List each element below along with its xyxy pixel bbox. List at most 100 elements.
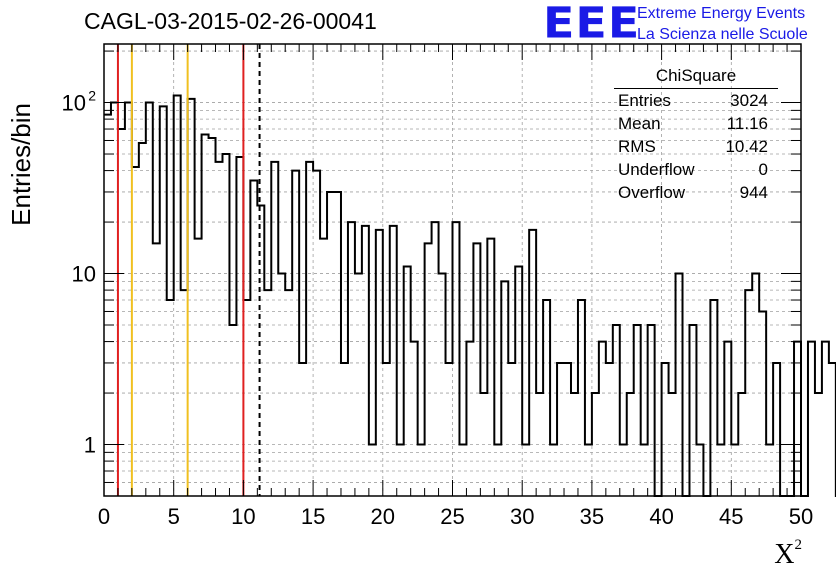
histogram-bin — [634, 325, 641, 496]
stats-label: Underflow — [618, 160, 695, 179]
histogram-bin — [299, 363, 306, 496]
histogram-bin — [487, 239, 494, 496]
histogram-bin — [808, 342, 815, 496]
histogram-bin — [543, 300, 550, 496]
histogram-bin — [118, 129, 125, 496]
histogram-bin — [829, 363, 836, 496]
histogram-bin — [724, 342, 731, 496]
histogram-bin — [689, 325, 696, 496]
x-tick-label: 5 — [168, 504, 180, 529]
axis-ticks — [103, 44, 802, 497]
histogram-bin — [662, 363, 669, 496]
histogram-bin — [160, 106, 167, 496]
histogram-bin — [313, 171, 320, 496]
histogram-bin — [439, 274, 446, 496]
x-tick-label: 50 — [789, 504, 813, 529]
histogram-bin — [606, 363, 613, 496]
y-tick-label: 10 — [62, 91, 86, 116]
histogram-bin — [334, 192, 341, 496]
histogram-bin — [390, 226, 397, 496]
histogram-bin — [278, 274, 285, 496]
x-tick-label: 15 — [301, 504, 325, 529]
histogram-bin — [104, 115, 111, 496]
histogram-bin — [111, 103, 118, 496]
histogram-bin — [578, 300, 585, 496]
histogram-bin — [676, 274, 683, 496]
histogram-bin — [515, 266, 522, 496]
histogram-bin — [355, 274, 362, 496]
stats-label: RMS — [618, 137, 656, 156]
histogram-bin — [508, 363, 515, 496]
x-tick-label: 30 — [510, 504, 534, 529]
histogram-bin — [404, 266, 411, 496]
stats-value: 10.42 — [725, 137, 768, 156]
stats-value: 944 — [739, 183, 768, 202]
histogram-bin — [752, 274, 759, 496]
histogram-bin — [341, 363, 348, 496]
stats-value: 3024 — [730, 91, 768, 110]
x-tick-label: 25 — [440, 504, 464, 529]
eee-logo: EEE — [543, 0, 641, 48]
stats-value: 11.16 — [726, 114, 768, 133]
histogram-bin — [292, 171, 299, 496]
x-tick-label: 45 — [719, 504, 743, 529]
histogram-bin — [466, 342, 473, 496]
histogram-step-line — [104, 94, 836, 497]
histogram-bin — [501, 281, 508, 496]
histogram-bin — [174, 95, 181, 496]
stats-label: Mean — [618, 114, 661, 133]
histogram-bin — [229, 325, 236, 496]
histogram-bin — [599, 342, 606, 496]
stats-row: Entries 3024 — [612, 89, 776, 112]
histogram-bin — [320, 239, 327, 496]
y-tick-label: 10 — [72, 262, 96, 287]
histogram-bin — [306, 162, 313, 496]
x-tick-label: 35 — [580, 504, 604, 529]
stats-label: Overflow — [618, 183, 686, 202]
x-tick-labels: 0 5 10 15 20 25 30 35 40 45 50 — [98, 504, 813, 529]
y-tick-label: 1 — [84, 433, 96, 458]
histogram-bin — [348, 222, 355, 496]
x-axis-label-base: X — [774, 539, 795, 570]
x-tick-label: 10 — [231, 504, 255, 529]
histogram-bin — [188, 99, 195, 496]
histogram-bin — [557, 363, 564, 496]
histogram-bin — [202, 135, 209, 496]
histogram-bin — [453, 222, 460, 496]
stats-row: Underflow 0 — [612, 158, 776, 181]
x-tick-label: 40 — [649, 504, 673, 529]
stats-row: Overflow 944 — [612, 181, 776, 204]
stats-row: Mean 11.16 — [612, 112, 776, 135]
histogram-bin — [243, 300, 250, 496]
stats-row: RMS 10.42 — [612, 135, 776, 158]
stats-rows: Entries 3024 Mean 11.16 RMS 10.42 Underflow 0 Ov… — [612, 89, 776, 204]
histogram-bin — [432, 222, 439, 496]
histogram-series — [104, 94, 836, 497]
y-axis-label: Entries/bin — [6, 103, 36, 226]
histogram-bin — [271, 162, 278, 496]
histogram-bin — [362, 226, 369, 496]
histogram-bin — [132, 167, 139, 496]
histogram-bin — [236, 157, 243, 496]
histogram-bin — [146, 103, 153, 496]
x-axis-label-superscript: 2 — [794, 537, 803, 553]
histogram-bin — [383, 363, 390, 496]
histogram-bin — [167, 300, 174, 496]
histogram-bin — [411, 342, 418, 496]
histogram-bin — [710, 300, 717, 496]
logo-text-line1: Extreme Energy Events — [637, 5, 806, 22]
stats-title: ChiSquare — [614, 66, 778, 89]
stats-box: ChiSquare Entries 3024 Mean 11.16 RMS 10.42 Un… — [612, 66, 778, 204]
histogram-bin — [794, 342, 801, 496]
histogram-bin — [327, 192, 334, 496]
x-tick-label: 20 — [371, 504, 395, 529]
histogram-bin — [822, 342, 829, 496]
chart-title: CAGL-03-2015-02-26-00041 — [84, 8, 377, 34]
y-tick-label-exponent: 2 — [88, 88, 96, 104]
histogram-bin — [613, 325, 620, 496]
histogram-bin — [139, 143, 146, 496]
logo-text-line2: La Scienza nelle Scuole — [637, 26, 808, 43]
reference-lines — [116, 44, 261, 496]
